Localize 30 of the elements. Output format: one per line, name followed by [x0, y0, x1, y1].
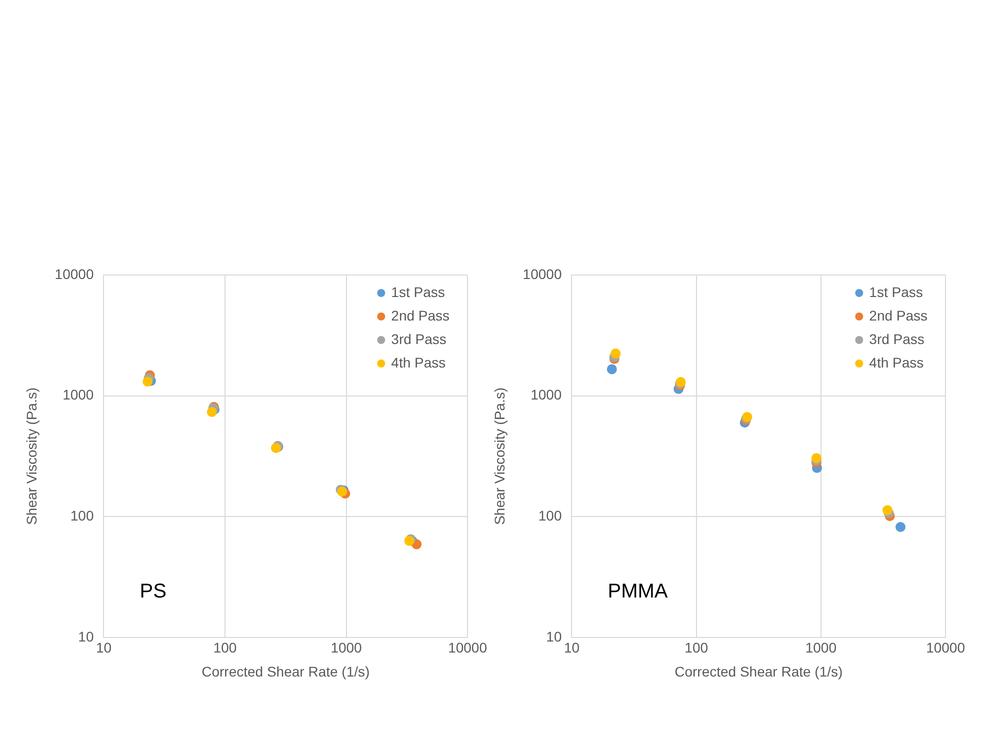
- y-tick-label: 100: [538, 507, 562, 524]
- x-tick-label: 1000: [805, 640, 837, 656]
- legend-label: 3rd Pass: [869, 330, 924, 347]
- x-tick-label: 100: [684, 640, 708, 656]
- legend-label: 1st Pass: [869, 284, 923, 300]
- y-tick-label: 10000: [54, 266, 94, 282]
- y-axis-title: Shear Viscosity (Pa.s): [23, 387, 40, 525]
- x-axis-title: Corrected Shear Rate (1/s): [674, 663, 843, 680]
- y-tick-label: 1000: [530, 386, 562, 403]
- x-tick-label: 10: [564, 640, 580, 656]
- annotation: PMMA: [608, 580, 668, 602]
- legend-label: 3rd Pass: [391, 330, 446, 347]
- y-tick-label: 10: [78, 628, 94, 644]
- annotation: PS: [140, 580, 166, 602]
- y-tick-label: 1000: [62, 386, 94, 403]
- x-axis-title: Corrected Shear Rate (1/s): [202, 663, 370, 680]
- y-tick-label: 100: [70, 507, 94, 524]
- x-tick-label: 10000: [926, 640, 966, 656]
- y-axis-title: Shear Viscosity (Pa.s): [491, 387, 508, 525]
- legend-label: 4th Pass: [869, 354, 924, 370]
- x-tick-label: 1000: [330, 640, 362, 656]
- x-tick-label: 100: [213, 640, 237, 656]
- x-tick-label: 10000: [448, 640, 488, 656]
- legend-label: 4th Pass: [391, 354, 446, 370]
- y-tick-label: 10: [546, 628, 562, 644]
- y-tick-label: 10000: [522, 266, 562, 282]
- legend-label: 2nd Pass: [869, 307, 928, 324]
- x-tick-label: 10: [96, 640, 112, 656]
- legend-label: 1st Pass: [391, 284, 445, 300]
- legend-label: 2nd Pass: [391, 307, 450, 324]
